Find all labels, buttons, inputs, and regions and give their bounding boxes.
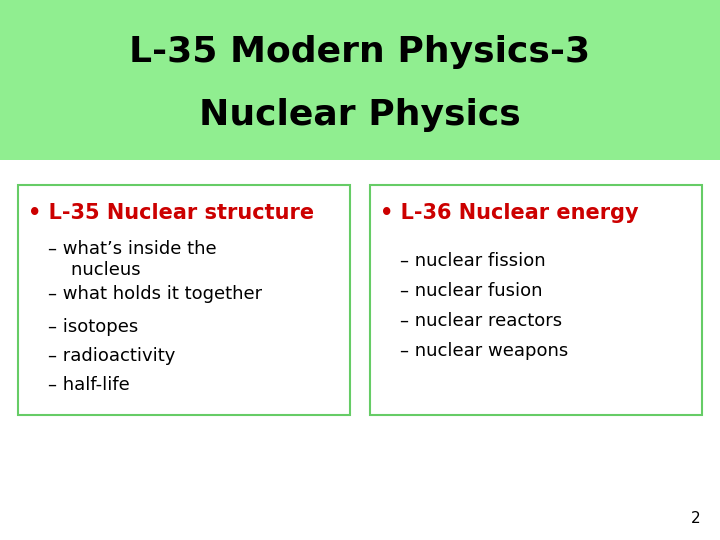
Text: – radioactivity: – radioactivity (48, 347, 176, 365)
Text: – nuclear fusion: – nuclear fusion (400, 282, 542, 300)
Text: – nuclear reactors: – nuclear reactors (400, 312, 562, 330)
Text: • L-36 Nuclear energy: • L-36 Nuclear energy (380, 203, 639, 223)
Text: 2: 2 (690, 511, 700, 526)
Text: • L-35 Nuclear structure: • L-35 Nuclear structure (28, 203, 314, 223)
Text: – nuclear fission: – nuclear fission (400, 252, 546, 270)
FancyBboxPatch shape (18, 185, 350, 415)
Text: – what holds it together: – what holds it together (48, 285, 262, 303)
Text: Nuclear Physics: Nuclear Physics (199, 98, 521, 132)
FancyBboxPatch shape (370, 185, 702, 415)
Text: L-35 Modern Physics-3: L-35 Modern Physics-3 (130, 35, 590, 69)
Bar (0, 0, 720, 160)
Text: – what’s inside the
    nucleus: – what’s inside the nucleus (48, 240, 217, 279)
Text: – half-life: – half-life (48, 376, 130, 394)
Text: – nuclear weapons: – nuclear weapons (400, 342, 568, 360)
Text: – isotopes: – isotopes (48, 318, 138, 336)
